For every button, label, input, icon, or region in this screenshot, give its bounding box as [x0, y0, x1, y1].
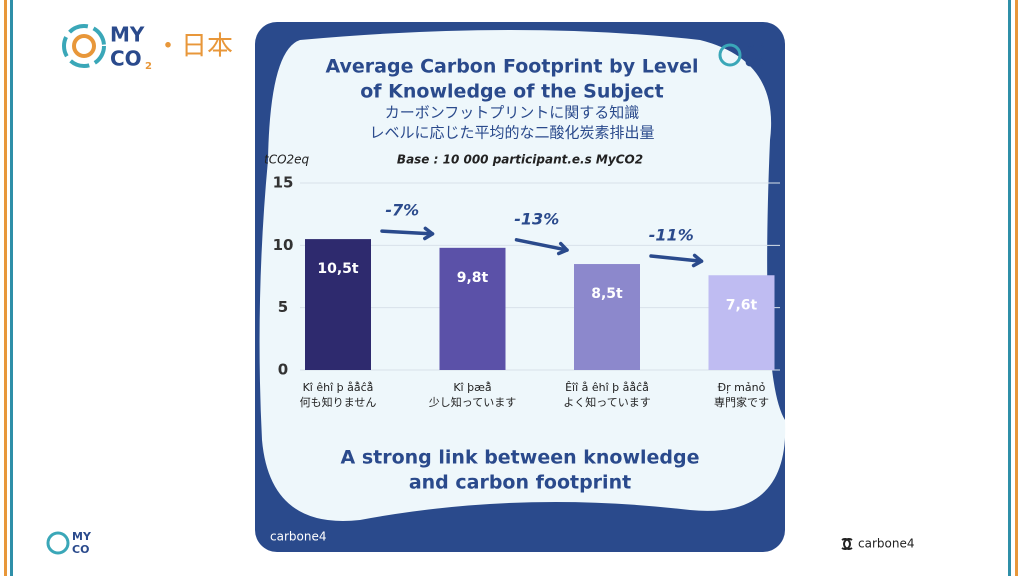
border: [1015, 0, 1018, 576]
brand: carbone4: [858, 537, 914, 551]
brand-icon: [841, 538, 853, 550]
logo-text: MY: [110, 23, 145, 47]
logo-text: CO: [110, 47, 142, 71]
x-tick-label: Đŗ mảnỏ: [718, 381, 766, 394]
bar: [708, 275, 775, 370]
value-label: 9,8t: [457, 270, 489, 286]
arrow: [649, 254, 704, 264]
annotation: -7%: [385, 201, 419, 220]
y-tick-label: 10: [273, 236, 294, 254]
card-brand: carbone4: [270, 530, 326, 544]
logo: MY CO 2 ・日本: [62, 23, 233, 72]
arrow: [380, 229, 435, 236]
plot: 0 5 10 15 10,5t Kî êhî þ åå̂ĉå̂何も知りません 9,8t Kî …: [273, 174, 780, 409]
annotation: -11%: [649, 226, 694, 245]
chart-note: Base : 10 000 participant.e.s MyCO2: [397, 153, 643, 167]
card-panel: [259, 30, 786, 521]
bar: [305, 239, 371, 370]
conclusion: A strong link between knowledge: [341, 447, 700, 469]
arrow-head: [423, 226, 435, 241]
x-tick-label: 専門家です: [714, 395, 769, 409]
chart-title: of Knowledge of the Subject: [360, 81, 664, 103]
arrow: [514, 238, 569, 252]
value-label: 10,5t: [317, 261, 359, 277]
arrow-head: [691, 253, 704, 268]
annotation: -13%: [514, 209, 559, 228]
value-label: 7,6t: [726, 297, 758, 313]
x-tick-label: Kî þæå̂: [453, 381, 491, 394]
x-tick-label: よく知っています: [563, 395, 650, 409]
y-tick-label: 5: [278, 298, 288, 316]
chart-subtitle: レベルに応じた平均的な二酸化炭素排出量: [369, 124, 654, 142]
border: [10, 0, 13, 576]
logo-text: MY: [72, 530, 92, 543]
logo-region: ・日本: [155, 32, 233, 62]
value-label: 8,5t: [591, 286, 623, 302]
bar: [574, 264, 640, 370]
x-tick-label: 何も知りません: [300, 395, 377, 409]
logo-text: CO: [72, 543, 89, 556]
border: [1008, 0, 1011, 576]
card-logo: MY CO: [718, 41, 766, 70]
logo-text: 2: [145, 61, 152, 72]
bar: [439, 247, 506, 370]
y-tick-label: 15: [273, 174, 294, 192]
small-logo: MY CO: [46, 530, 92, 556]
border: [4, 0, 7, 576]
logo-text: MY: [745, 41, 766, 55]
chart-title: Average Carbon Footprint by Level: [325, 56, 698, 78]
y-axis-label: tCO2eq: [264, 153, 310, 167]
x-tick-label: Êîî å êhî þ åå̂ĉå̂: [565, 381, 649, 394]
logo-text: CO: [745, 56, 764, 70]
x-tick-label: Kî êhî þ åå̂ĉå̂: [303, 381, 374, 394]
x-tick-label: 少し知っています: [429, 395, 516, 409]
y-tick-label: 0: [278, 361, 288, 379]
chart-subtitle: カーボンフットプリントに関する知識: [385, 104, 640, 122]
arrow-head: [556, 241, 569, 256]
conclusion: and carbon footprint: [409, 472, 631, 494]
